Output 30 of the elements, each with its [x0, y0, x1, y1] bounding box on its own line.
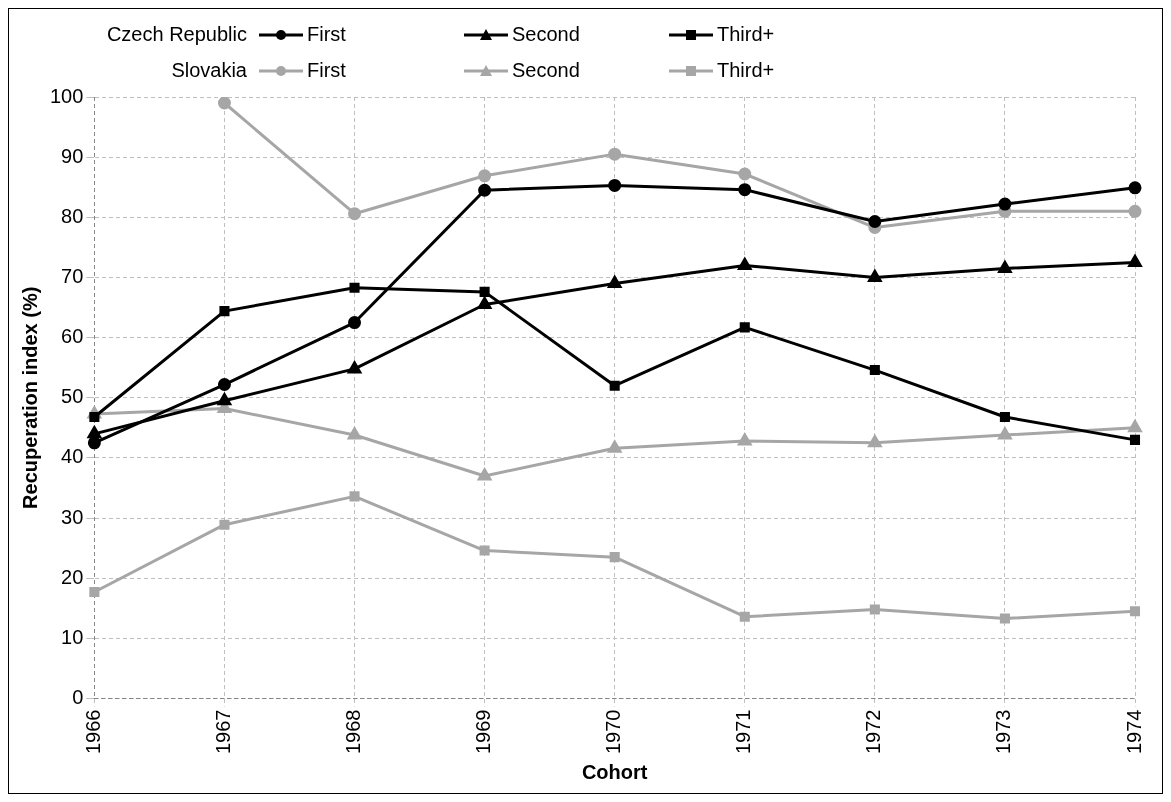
x-tick-label: 1967 [211, 709, 234, 755]
y-tick-label: 40 [61, 445, 84, 468]
y-tick-label: 30 [61, 505, 84, 528]
y-tick-label: 50 [61, 385, 84, 408]
y-tick-label: 80 [61, 204, 84, 227]
x-tick-label: 1970 [602, 709, 625, 755]
y-tick-label: 90 [61, 144, 84, 167]
x-tick-label: 1968 [342, 709, 365, 755]
x-tick-label: 1974 [1122, 709, 1145, 755]
legend-label: First [307, 22, 347, 45]
text: Slovakia [171, 58, 248, 81]
y-tick-label: 0 [72, 686, 84, 709]
x-tick-label: 1972 [862, 709, 885, 755]
legend-label: Third+ [717, 58, 775, 81]
x-tick-label: 1969 [472, 709, 495, 755]
x-tick-label: 1973 [992, 709, 1015, 755]
legend-label: Second [512, 58, 580, 81]
x-tick-label: 1966 [81, 709, 104, 755]
legend-label: First [307, 58, 347, 81]
y-axis-title: Recuperation index (%) [18, 286, 41, 509]
y-tick-label: 100 [49, 84, 84, 107]
x-axis-title: Cohort [581, 760, 648, 783]
y-tick-label: 10 [61, 625, 84, 648]
legend-label: Third+ [717, 22, 775, 45]
y-tick-label: 60 [61, 325, 84, 348]
y-tick-label: 70 [61, 264, 84, 287]
y-tick-label: 20 [61, 565, 84, 588]
legend-label: Second [512, 22, 580, 45]
text: Czech Republic [106, 22, 247, 45]
x-tick-label: 1971 [732, 709, 755, 755]
